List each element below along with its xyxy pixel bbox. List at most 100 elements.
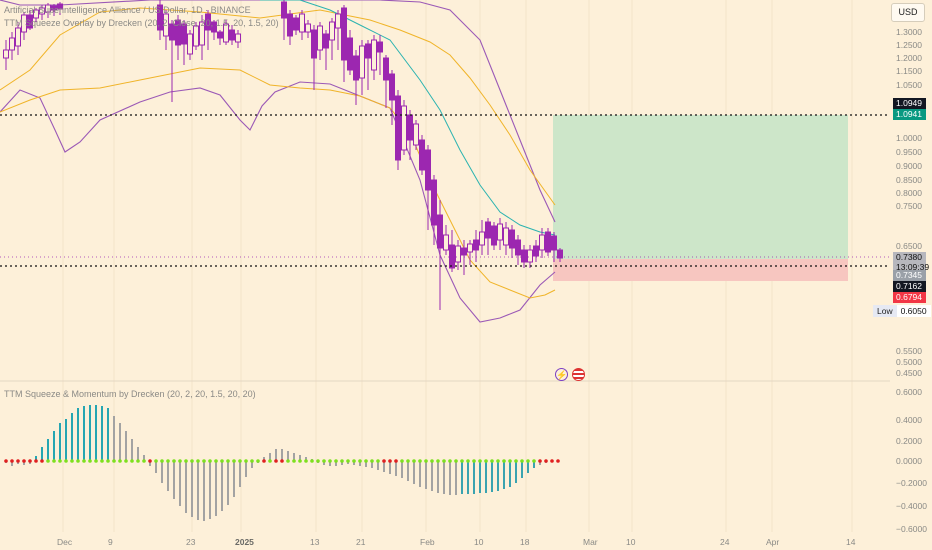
candle — [377, 41, 383, 53]
candle — [199, 21, 205, 46]
momentum-bar — [449, 461, 451, 495]
price-tick: 1.1500 — [896, 66, 922, 76]
candle — [401, 105, 407, 151]
candle — [169, 23, 175, 41]
squeeze-dot — [160, 459, 164, 463]
candle — [431, 179, 437, 226]
time-tick: Dec — [57, 537, 73, 547]
squeeze-dot — [472, 459, 476, 463]
squeeze-dot — [328, 459, 332, 463]
time-tick: 2025 — [235, 537, 254, 547]
momentum-bar — [359, 461, 361, 466]
time-tick: 10 — [474, 537, 484, 547]
candle — [223, 23, 229, 43]
keltner-upper-line — [0, 7, 556, 206]
squeeze-dot — [538, 459, 542, 463]
squeeze-dot — [322, 459, 326, 463]
squeeze-dot — [88, 459, 92, 463]
keltner-lower-line — [0, 67, 556, 299]
squeeze-dot — [418, 459, 422, 463]
price-tick: 1.2000 — [896, 53, 922, 63]
momentum-bar — [503, 461, 505, 489]
momentum-bar — [137, 447, 139, 461]
momentum-bar — [65, 419, 67, 461]
target-price-badge: 1.0941 — [893, 109, 926, 120]
squeeze-dots — [4, 459, 560, 463]
momentum-bar — [467, 461, 469, 494]
squeeze-dot — [4, 459, 8, 463]
squeeze-dot — [166, 459, 170, 463]
lightning-icon[interactable]: ⚡ — [555, 368, 568, 381]
candle — [551, 235, 557, 251]
momentum-bar — [299, 455, 301, 461]
squeeze-dot — [172, 459, 176, 463]
squeeze-dot — [58, 459, 62, 463]
squeeze-dot — [274, 459, 278, 463]
candle — [157, 4, 163, 31]
squeeze-dot — [214, 459, 218, 463]
price-tick: 0.5000 — [896, 357, 922, 367]
squeeze-dot — [154, 459, 158, 463]
price-tick: 0.9000 — [896, 161, 922, 171]
candle — [211, 21, 217, 33]
candle — [175, 19, 181, 46]
momentum-bar — [485, 461, 487, 493]
momentum-bar — [521, 461, 523, 478]
momentum-bar — [473, 461, 475, 494]
time-tick: 18 — [520, 537, 530, 547]
squeeze-dot — [178, 459, 182, 463]
stop-price-badge: 0.6794 — [893, 292, 926, 303]
squeeze-dot — [52, 459, 56, 463]
exchange-label: BINANCE — [210, 5, 251, 15]
squeeze-dot — [550, 459, 554, 463]
momentum-bar — [329, 461, 331, 466]
momentum-indicator-legend[interactable]: TTM Squeeze & Momentum by Drecken (20, 2… — [4, 389, 256, 399]
squeeze-dot — [376, 459, 380, 463]
candle — [305, 23, 311, 33]
candle — [455, 245, 461, 263]
momentum-tick: 0.6000 — [896, 387, 922, 397]
momentum-bar — [107, 408, 109, 461]
squeeze-dot — [526, 459, 530, 463]
momentum-bar — [155, 461, 157, 473]
momentum-bar — [215, 461, 217, 516]
currency-button[interactable]: USD — [891, 3, 925, 22]
squeeze-dot — [394, 459, 398, 463]
target-upper-badge: 1.0949 — [893, 98, 926, 109]
momentum-bar — [377, 461, 379, 470]
stop-zone[interactable] — [553, 259, 848, 281]
symbol-legend[interactable]: Artificial Superintelligence Alliance / … — [4, 5, 251, 15]
momentum-bar — [443, 461, 445, 494]
candle — [515, 239, 521, 256]
price-tick: 1.2500 — [896, 40, 922, 50]
overlay-indicator-legend[interactable]: TTM Squeeze Overlay by Drecken (20, 2, C… — [4, 18, 279, 28]
squeeze-dot — [508, 459, 512, 463]
moving-average-line — [260, 0, 556, 236]
squeeze-dot — [280, 459, 284, 463]
candle — [389, 73, 395, 101]
us-flag-icon[interactable] — [572, 368, 585, 381]
price-tick: 1.0500 — [896, 80, 922, 90]
candle — [359, 45, 365, 79]
momentum-bar — [293, 453, 295, 461]
momentum-bar — [167, 461, 169, 491]
target-zone[interactable] — [553, 115, 848, 259]
squeeze-dot — [496, 459, 500, 463]
momentum-bar — [233, 461, 235, 497]
low-marker: Low 0.6050 — [873, 305, 931, 317]
squeeze-dot — [250, 459, 254, 463]
momentum-bar — [527, 461, 529, 473]
squeeze-dot — [352, 459, 356, 463]
squeeze-dot — [112, 459, 116, 463]
symbol-title: Artificial Superintelligence Alliance / … — [4, 5, 203, 15]
squeeze-dot — [106, 459, 110, 463]
candle — [521, 249, 527, 263]
momentum-bar — [281, 449, 283, 461]
squeeze-dot — [424, 459, 428, 463]
candle — [407, 114, 413, 141]
momentum-bar — [161, 461, 163, 483]
candle — [461, 247, 467, 256]
squeeze-dot — [76, 459, 80, 463]
momentum-bar — [251, 461, 253, 468]
